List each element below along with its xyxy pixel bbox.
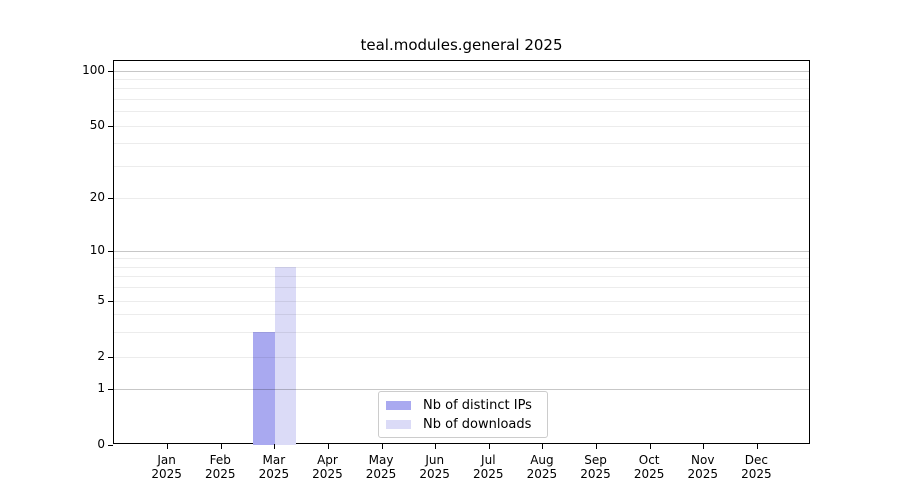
gridline-minor-8 <box>114 266 809 268</box>
legend-item-downloads: Nb of downloads <box>386 416 539 432</box>
gridline-minor-50 <box>114 125 809 127</box>
y-tick-0 <box>108 444 113 446</box>
legend-label-downloads: Nb of downloads <box>423 416 532 432</box>
x-tick-label-jun: Jun 2025 <box>419 453 450 481</box>
legend-swatch-distinct-ips <box>386 400 411 410</box>
gridline-minor-60 <box>114 111 809 113</box>
gridline-minor-40 <box>114 143 809 145</box>
y-tick-label-50: 50 <box>89 118 105 132</box>
y-tick-5 <box>108 300 113 302</box>
legend-label-distinct-ips: Nb of distinct IPs <box>423 397 532 413</box>
chart-title: teal.modules.general 2025 <box>360 36 563 54</box>
x-tick-sep <box>596 444 598 449</box>
y-tick-label-5: 5 <box>97 293 105 307</box>
x-tick-label-jul: Jul 2025 <box>473 453 504 481</box>
bar-distinct-ips <box>253 332 275 445</box>
y-tick-1 <box>108 388 113 390</box>
x-tick-aug <box>542 444 544 449</box>
x-tick-label-mar: Mar 2025 <box>258 453 290 481</box>
x-tick-jun <box>435 444 437 449</box>
gridline-minor-70 <box>114 98 809 100</box>
x-tick-label-aug: Aug 2025 <box>526 453 558 481</box>
y-tick-label-100: 100 <box>82 63 105 77</box>
x-tick-label-may: May 2025 <box>365 453 397 481</box>
x-tick-nov <box>703 444 705 449</box>
y-tick-10 <box>108 250 113 252</box>
y-tick-label-10: 10 <box>89 243 105 257</box>
gridline-minor-30 <box>114 165 809 167</box>
y-tick-label-1: 1 <box>97 381 105 395</box>
gridline-minor-90 <box>114 78 809 80</box>
bar-downloads <box>274 267 297 445</box>
plot-area <box>108 60 810 449</box>
x-tick-label-apr: Apr 2025 <box>312 453 343 481</box>
x-tick-label-dec: Dec 2025 <box>741 453 772 481</box>
x-tick-label-oct: Oct 2025 <box>633 453 665 481</box>
x-tick-label-sep: Sep 2025 <box>580 453 611 481</box>
x-tick-mar <box>274 444 276 449</box>
gridline-minor-20 <box>114 197 809 199</box>
x-tick-may <box>381 444 383 449</box>
gridline-major-10 <box>114 250 809 252</box>
gridline-minor-7 <box>114 276 809 278</box>
gridline-major-1 <box>114 388 809 390</box>
y-tick-label-0: 0 <box>97 437 105 451</box>
y-tick-label-2: 2 <box>97 349 105 363</box>
gridline-major-100 <box>114 70 809 72</box>
gridline-minor-9 <box>114 258 809 260</box>
legend: Nb of distinct IPs Nb of downloads <box>378 391 548 438</box>
x-tick-label-feb: Feb 2025 <box>204 453 236 481</box>
y-tick-label-20: 20 <box>89 190 105 204</box>
x-tick-jan <box>167 444 169 449</box>
gridline-minor-6 <box>114 287 809 289</box>
gridline-minor-4 <box>114 314 809 316</box>
x-tick-label-nov: Nov 2025 <box>687 453 719 481</box>
y-tick-50 <box>108 125 113 127</box>
gridline-minor-2 <box>114 356 809 358</box>
y-tick-2 <box>108 356 113 358</box>
y-tick-100 <box>108 70 113 72</box>
x-tick-oct <box>649 444 651 449</box>
legend-item-distinct-ips: Nb of distinct IPs <box>386 397 539 413</box>
gridline-minor-3 <box>114 331 809 333</box>
x-tick-feb <box>220 444 222 449</box>
y-tick-20 <box>108 197 113 199</box>
gridline-minor-80 <box>114 88 809 90</box>
gridline-minor-5 <box>114 300 809 302</box>
x-tick-jul <box>488 444 490 449</box>
x-tick-apr <box>327 444 329 449</box>
x-tick-dec <box>756 444 758 449</box>
legend-swatch-downloads <box>386 419 411 429</box>
x-tick-label-jan: Jan 2025 <box>151 453 182 481</box>
